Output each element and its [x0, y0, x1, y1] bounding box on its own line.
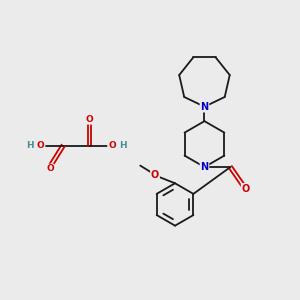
Text: O: O [37, 141, 45, 150]
Text: O: O [46, 164, 54, 173]
Text: H: H [119, 141, 127, 150]
Text: N: N [200, 162, 208, 172]
Text: O: O [151, 170, 159, 180]
Text: O: O [86, 115, 94, 124]
Text: O: O [108, 141, 116, 150]
Text: O: O [242, 184, 250, 194]
Text: N: N [200, 102, 208, 112]
Text: H: H [26, 141, 33, 150]
